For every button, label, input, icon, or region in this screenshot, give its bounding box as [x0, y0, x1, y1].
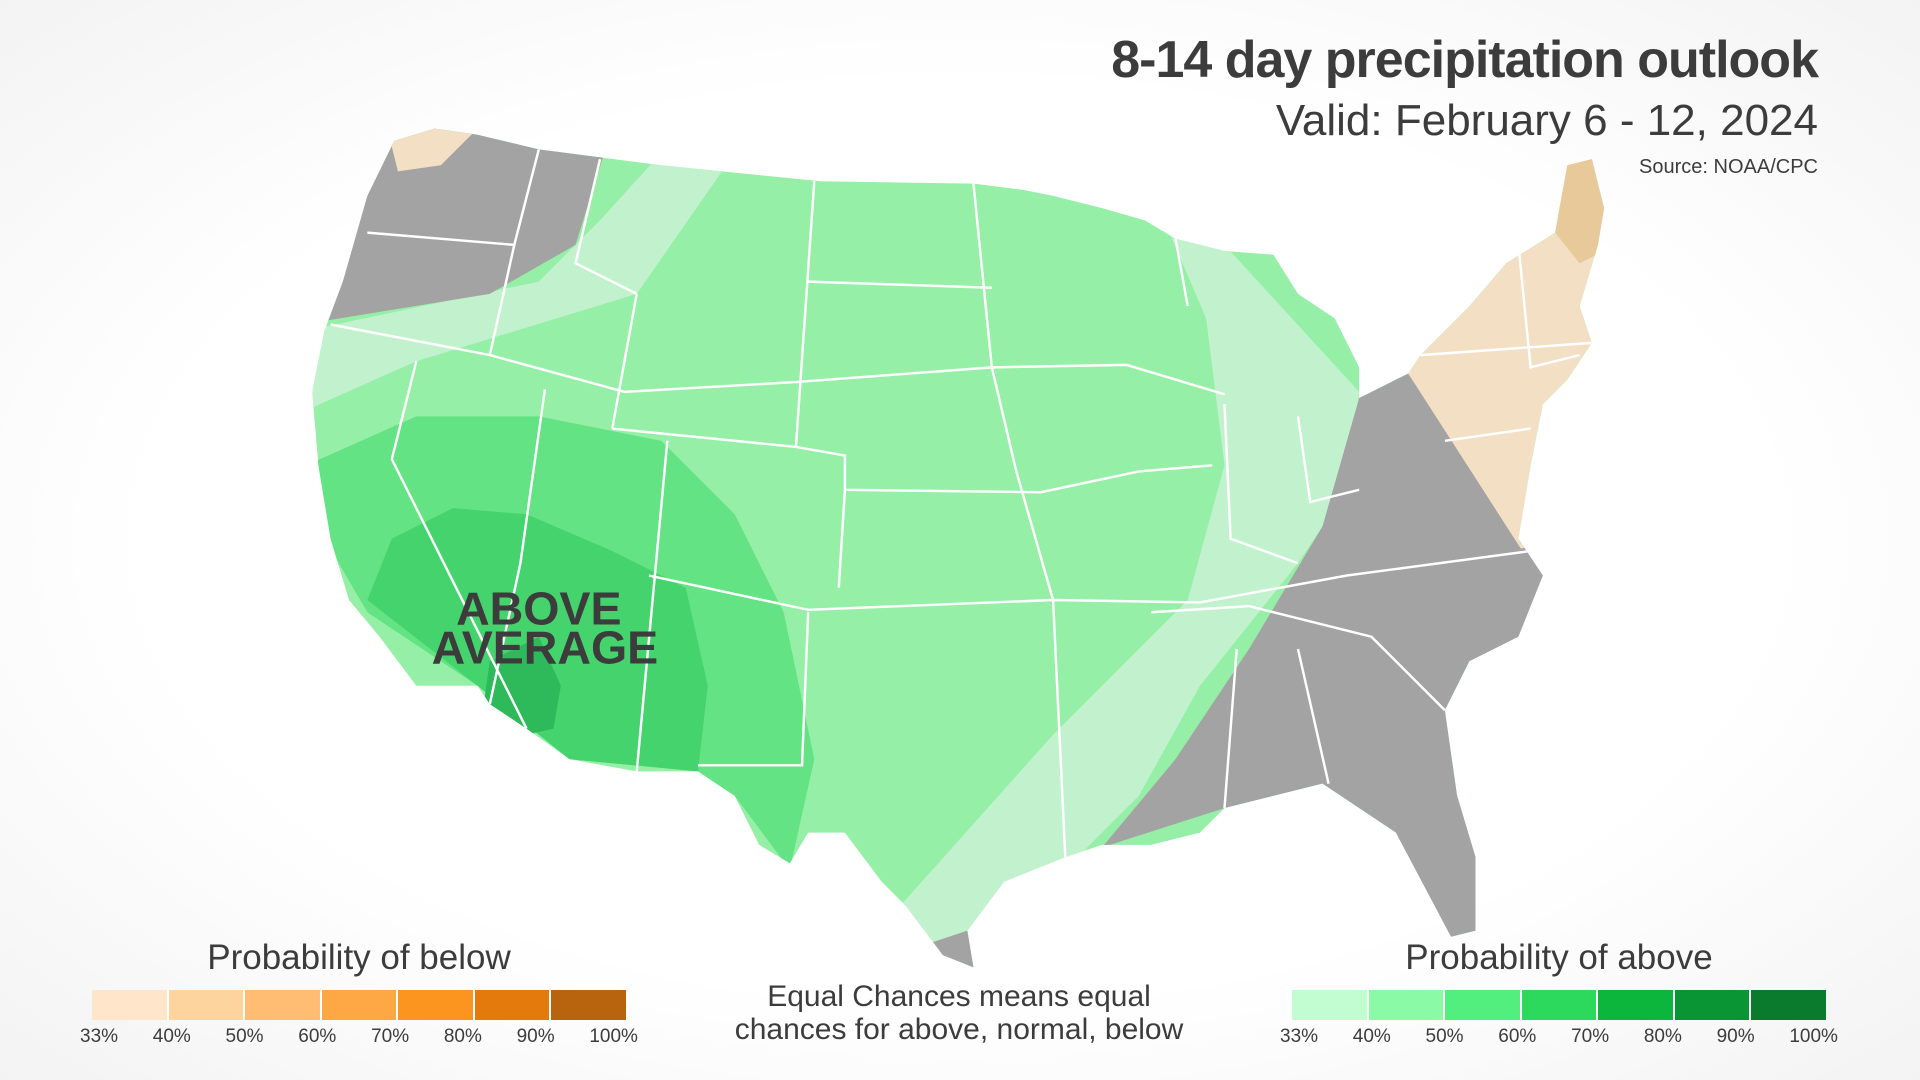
legend-above-ticks: 33% 40% 50% 60% 70% 80% 90% 100%: [1280, 1026, 1838, 1048]
legend-below-ticks: 33% 40% 50% 60% 70% 80% 90% 100%: [80, 1026, 638, 1048]
zone-equal-chances-southeast: [1102, 373, 1549, 943]
zone-below-33-northeast: [1408, 153, 1605, 549]
tick: 40%: [152, 1026, 191, 1047]
note-line-2: chances for above, normal, below: [734, 1013, 1184, 1046]
zone-above-33-east: [900, 232, 1360, 968]
tick: 100%: [1789, 1026, 1838, 1047]
state-borders: [330, 149, 1592, 858]
legend-swatch: [474, 990, 552, 1020]
tick: 50%: [225, 1026, 264, 1047]
legend-below: Probability of below 33% 40% 50% 60% 70%…: [80, 936, 638, 1048]
page-title: 8-14 day precipitation outlook: [1111, 31, 1819, 89]
tick: 70%: [1571, 1026, 1610, 1047]
tick: 80%: [1643, 1026, 1682, 1047]
legend-swatch: [245, 990, 322, 1020]
tick: 33%: [80, 1026, 119, 1047]
tick: 40%: [1352, 1026, 1391, 1047]
tick: 50%: [1425, 1026, 1464, 1047]
note-line-1: Equal Chances means equal: [767, 980, 1151, 1013]
equal-chances-note: Equal Chances means equal chances for ab…: [659, 980, 1259, 1046]
legend-above-title: Probability of above: [1405, 938, 1713, 977]
tick: 80%: [443, 1026, 482, 1047]
legend-swatch: [1292, 990, 1369, 1020]
above-average-label-line1: ABOVE: [456, 582, 621, 634]
legend-swatch: [1368, 990, 1446, 1020]
legend-swatch: [1674, 990, 1752, 1020]
tick: 33%: [1280, 1026, 1319, 1047]
legend-swatch: [398, 990, 475, 1020]
zone-above-70: [483, 636, 561, 735]
tick: 100%: [589, 1026, 638, 1047]
zone-below-40-maine: [1555, 153, 1605, 264]
above-average-label-line2: AVERAGE: [432, 622, 659, 674]
tick: 70%: [371, 1026, 410, 1047]
legend-swatch: [1598, 990, 1675, 1020]
tick: 60%: [1498, 1026, 1537, 1047]
legend-swatch: [1521, 990, 1599, 1020]
legend-swatch: [168, 990, 246, 1020]
valid-dates: Valid: February 6 - 12, 2024: [1275, 96, 1818, 145]
legend-below-colorbar: [92, 990, 627, 1020]
zone-above-33-northwest: [312, 153, 735, 411]
legend-above-colorbar: [1292, 990, 1827, 1020]
legend-swatch: [1445, 990, 1522, 1020]
legend-above: Probability of above 33% 40% 50% 60% 70%…: [1280, 936, 1838, 1048]
tick: 90%: [1716, 1026, 1755, 1047]
legend-swatch: [1751, 990, 1827, 1020]
tick: 90%: [516, 1026, 555, 1047]
legend-below-title: Probability of below: [207, 938, 511, 977]
tick: 60%: [298, 1026, 337, 1047]
zone-equal-chances-northwest: [324, 128, 607, 321]
legend-swatch: [551, 990, 627, 1020]
legend-swatch: [92, 990, 169, 1020]
source-credit: Source: NOAA/CPC: [1639, 156, 1818, 178]
legend-swatch: [321, 990, 399, 1020]
